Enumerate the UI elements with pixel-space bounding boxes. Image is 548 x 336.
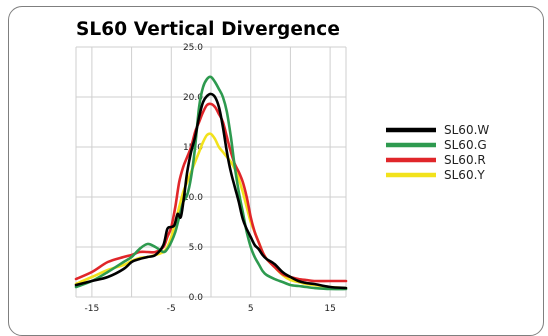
series-line-sl60-w bbox=[74, 92, 348, 290]
x-tick-label: 5 bbox=[248, 304, 254, 314]
series-line-sl60-g bbox=[74, 75, 348, 291]
x-tick-label: -5 bbox=[167, 304, 176, 314]
y-tick-label: 10.0 bbox=[183, 193, 203, 203]
y-tick-label: 5.0 bbox=[189, 243, 204, 253]
chart-svg: 0.05.010.015.020.025.0 -15 -5 5 15 SL60.WSL… bbox=[74, 43, 489, 314]
legend-label: SL60.W bbox=[444, 123, 489, 137]
legend-label: SL60.G bbox=[444, 138, 487, 152]
legend-label: SL60.Y bbox=[444, 168, 485, 182]
x-axis-ticks: -15 -5 5 15 bbox=[85, 304, 336, 314]
y-tick-label: 20.0 bbox=[183, 93, 203, 103]
series-lines bbox=[74, 75, 348, 291]
y-tick-label: 25.0 bbox=[183, 43, 203, 53]
chart-title: SL60 Vertical Divergence bbox=[76, 19, 340, 40]
legend-label: SL60.R bbox=[444, 153, 486, 167]
x-tick-label: -15 bbox=[85, 304, 100, 314]
y-tick-label: 0.0 bbox=[189, 293, 204, 303]
x-tick-label: 15 bbox=[324, 304, 335, 314]
grid bbox=[75, 46, 347, 298]
series-line-sl60-r bbox=[74, 102, 348, 283]
